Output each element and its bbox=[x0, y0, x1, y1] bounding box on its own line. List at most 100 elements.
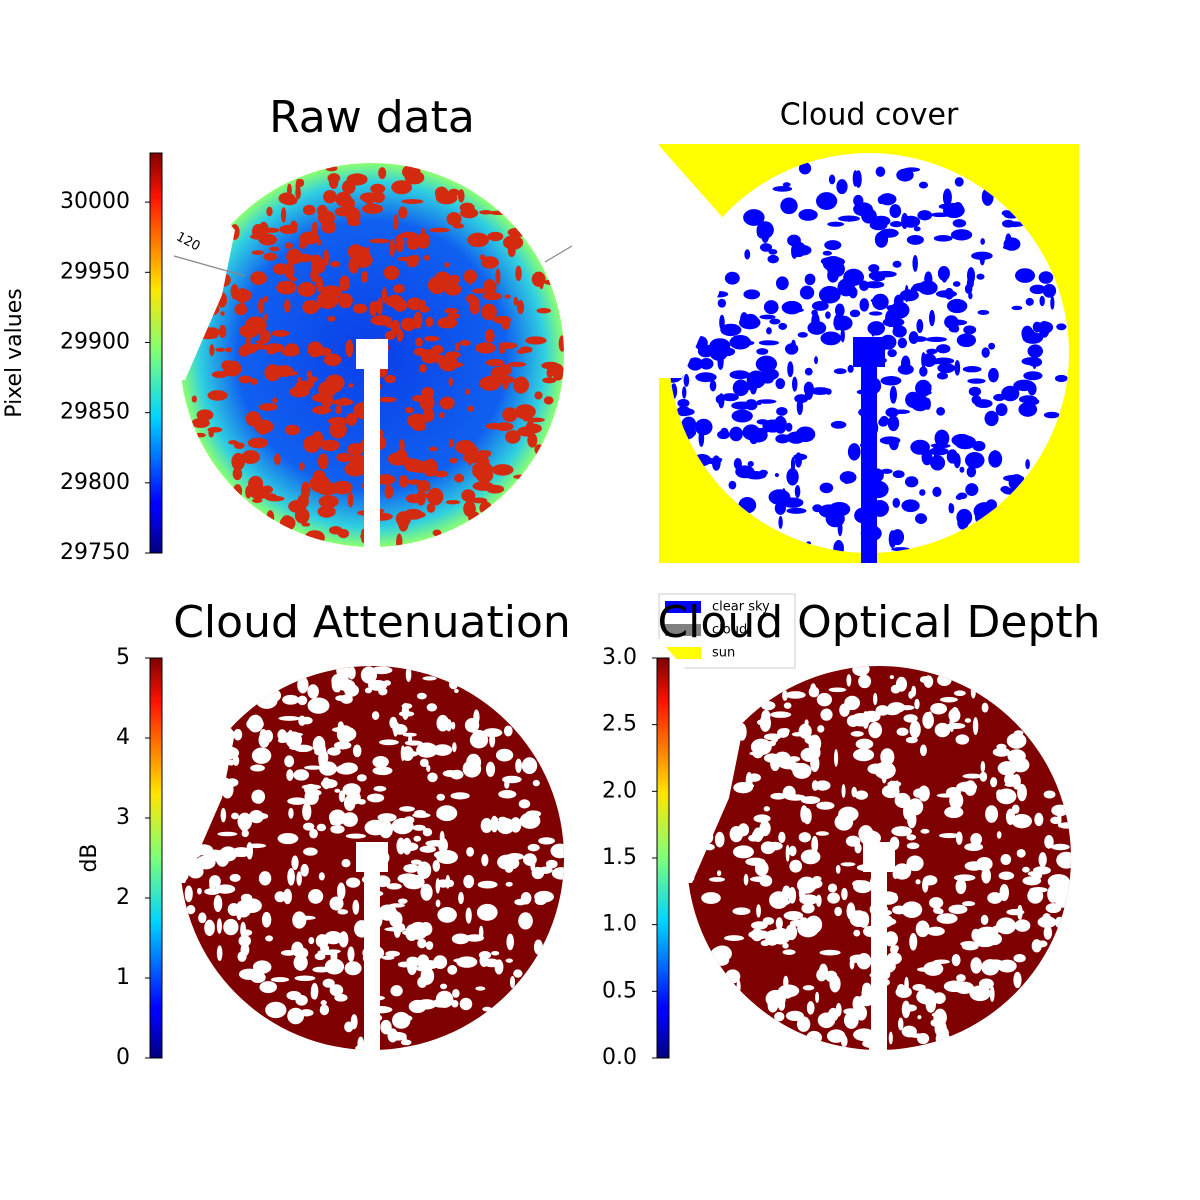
cloud-blob bbox=[833, 368, 847, 375]
cloud-blob bbox=[320, 778, 338, 789]
cloud-blob bbox=[251, 789, 266, 804]
cloud-blob bbox=[788, 845, 797, 857]
cloud-blob bbox=[282, 694, 300, 705]
cloud-blob bbox=[495, 748, 514, 762]
cloud-blob bbox=[915, 879, 921, 885]
cloud-blob bbox=[965, 510, 971, 521]
cloud-blob bbox=[207, 390, 228, 401]
cloud-blob bbox=[479, 501, 492, 515]
colorbar-tick-label: 30000 bbox=[60, 189, 130, 214]
cloud-blob bbox=[953, 453, 961, 469]
cloud-blob bbox=[799, 917, 808, 924]
cloud-blob bbox=[992, 747, 1011, 757]
cloud-blob bbox=[296, 871, 302, 886]
cloud-blob bbox=[404, 170, 425, 185]
cloud-blob bbox=[405, 406, 414, 414]
cloud-blob bbox=[204, 888, 221, 896]
cloud-blob bbox=[401, 199, 424, 204]
cloud-blob bbox=[896, 984, 906, 996]
cloud-blob bbox=[719, 314, 725, 331]
cloud-blob bbox=[271, 329, 290, 337]
cloud-blob bbox=[337, 293, 353, 309]
cloud-blob bbox=[749, 427, 768, 443]
cloud-blob bbox=[765, 989, 786, 1008]
cloud-blob bbox=[450, 769, 464, 780]
cloud-blob bbox=[718, 393, 725, 409]
shadow-block bbox=[356, 842, 388, 872]
cloud-blob bbox=[521, 757, 538, 775]
cloud-blob bbox=[310, 987, 316, 999]
cloud-blob bbox=[857, 994, 875, 1007]
cloud-blob bbox=[1025, 297, 1034, 306]
cloud-blob bbox=[262, 227, 280, 233]
cloud-blob bbox=[775, 917, 783, 930]
cloud-blob bbox=[433, 850, 452, 859]
cloud-blob bbox=[384, 323, 398, 328]
cloud-blob bbox=[416, 742, 438, 758]
cloud-blob bbox=[961, 901, 976, 907]
cloud-blob bbox=[197, 887, 202, 895]
cloud-blob bbox=[518, 799, 531, 809]
cloud-blob bbox=[807, 321, 827, 335]
cloud-blob bbox=[915, 920, 930, 938]
cloud-blob bbox=[274, 453, 281, 466]
cloud-blob bbox=[720, 323, 742, 337]
cloud-blob bbox=[329, 420, 347, 439]
cloud-blob bbox=[774, 472, 779, 478]
cloud-blob bbox=[384, 484, 394, 499]
cloud-blob bbox=[342, 729, 349, 734]
cloud-blob bbox=[551, 867, 564, 880]
colorbar-tick-label: 2.5 bbox=[602, 712, 637, 737]
cloud-blob bbox=[946, 722, 966, 729]
cloud-blob bbox=[463, 874, 475, 889]
cloud-blob bbox=[987, 892, 1003, 904]
cloud-blob bbox=[888, 780, 894, 796]
cloud-blob bbox=[279, 224, 297, 235]
cloud-blob bbox=[401, 1033, 407, 1045]
cloud-blob bbox=[448, 188, 460, 197]
cloud-blob bbox=[728, 480, 737, 490]
cloud-blob bbox=[231, 847, 252, 858]
cloud-blob bbox=[931, 1012, 941, 1017]
cloud-blob bbox=[967, 378, 986, 384]
cloud-blob bbox=[847, 443, 861, 461]
cloud-blob bbox=[404, 740, 423, 746]
colorbar-tick-label: 3 bbox=[116, 805, 130, 830]
colorbar-tick-label: 29800 bbox=[60, 470, 130, 495]
cloud-blob bbox=[239, 324, 260, 338]
cloud-blob bbox=[985, 805, 999, 823]
cloud-blob bbox=[835, 864, 841, 874]
cloud-blob bbox=[507, 227, 528, 238]
cloud-blob bbox=[406, 413, 427, 428]
cloud-blob bbox=[448, 377, 453, 387]
cloud-blob bbox=[733, 458, 742, 470]
cloud-blob bbox=[486, 484, 505, 494]
cloud-blob bbox=[332, 480, 353, 495]
cloud-blob bbox=[291, 855, 299, 870]
cloud-blob bbox=[186, 904, 196, 915]
cloud-blob bbox=[811, 835, 819, 854]
cloud-blob bbox=[773, 415, 787, 434]
cloud-blob bbox=[445, 874, 451, 889]
cloud-blob bbox=[419, 758, 429, 768]
cloud-blob bbox=[295, 380, 312, 393]
cloud-blob bbox=[786, 431, 806, 444]
cloud-blob bbox=[393, 727, 398, 737]
cloud-blob bbox=[413, 835, 422, 842]
cloud-blob bbox=[492, 816, 499, 827]
cloud-blob bbox=[729, 334, 752, 350]
cloud-blob bbox=[681, 416, 697, 432]
cloud-blob bbox=[785, 794, 806, 801]
cloud-blob bbox=[1001, 385, 1020, 402]
cloud-blob bbox=[911, 685, 917, 697]
cloud-blob bbox=[459, 202, 475, 213]
cloud-blob bbox=[951, 433, 972, 447]
cloud-blob bbox=[1018, 402, 1038, 417]
cloud-blob bbox=[1050, 296, 1055, 310]
cloud-blob bbox=[798, 723, 812, 739]
cloud-blob bbox=[481, 256, 499, 269]
cloud-blob bbox=[904, 976, 909, 993]
cloud-blob bbox=[772, 186, 793, 192]
cloud-blob bbox=[312, 470, 326, 484]
cloud-blob bbox=[302, 822, 315, 831]
